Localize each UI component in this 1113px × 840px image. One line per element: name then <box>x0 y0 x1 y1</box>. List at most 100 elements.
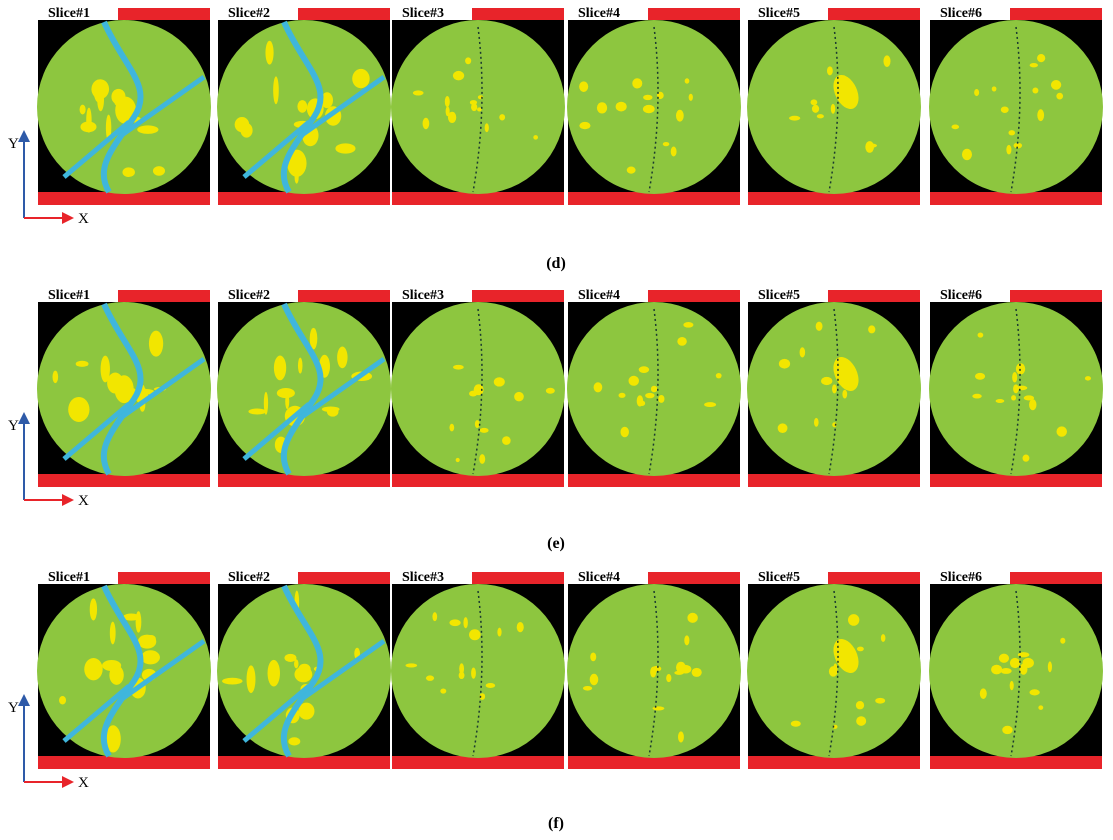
aggregate <box>1017 386 1028 391</box>
aggregate <box>883 55 890 67</box>
aggregate <box>579 122 590 129</box>
aggregate <box>1051 80 1061 90</box>
aggregate <box>471 667 476 678</box>
aggregate <box>816 322 823 331</box>
aggregate <box>653 706 665 710</box>
specimen <box>391 20 565 194</box>
aggregate <box>857 647 864 652</box>
slice: Slice#1 <box>37 286 211 487</box>
aggregate <box>1012 372 1017 383</box>
red-bar-top <box>828 290 920 302</box>
aggregate <box>671 147 677 157</box>
aggregate <box>821 377 832 385</box>
aggregate <box>811 99 818 105</box>
aggregate <box>590 674 599 685</box>
aggregate <box>222 678 242 685</box>
aggregate <box>517 622 524 632</box>
aggregate <box>848 614 859 626</box>
y-arrow-head <box>18 130 30 142</box>
aggregate <box>497 628 501 637</box>
slice-label: Slice#2 <box>228 288 270 303</box>
aggregate <box>449 424 454 432</box>
aggregate <box>295 171 299 184</box>
aggregate <box>463 617 467 628</box>
slice: Slice#6 <box>929 568 1103 769</box>
aggregate <box>480 428 489 433</box>
aggregate <box>265 41 273 65</box>
y-axis-label: Y <box>8 700 19 716</box>
aggregate <box>831 104 835 114</box>
aggregate <box>335 143 355 153</box>
slice: Slice#4 <box>567 4 741 205</box>
x-arrow-head <box>62 494 74 506</box>
aggregate <box>817 114 824 118</box>
slice-label: Slice#3 <box>402 288 444 303</box>
slice-label: Slice#6 <box>940 570 982 585</box>
aggregate <box>962 149 972 160</box>
aggregate <box>337 347 347 369</box>
aggregate <box>533 135 538 140</box>
aggregate <box>832 384 837 393</box>
aggregate <box>692 668 702 677</box>
aggregate <box>952 125 960 130</box>
slice: Slice#2 <box>217 286 391 487</box>
aggregate <box>1085 376 1091 380</box>
aggregate <box>1022 658 1033 668</box>
red-bar-top <box>298 8 390 20</box>
aggregate <box>53 371 59 383</box>
aggregate <box>274 356 286 381</box>
aggregate <box>590 652 596 661</box>
aggregate <box>677 337 686 346</box>
red-bar-top <box>1010 290 1102 302</box>
red-bar-top <box>1010 572 1102 584</box>
aggregate <box>248 408 266 414</box>
aggregate <box>499 114 505 120</box>
aggregate <box>579 81 588 92</box>
aggregate <box>80 105 86 115</box>
aggregate <box>247 665 256 693</box>
slice: Slice#3 <box>391 4 565 205</box>
red-bar-top <box>648 8 740 20</box>
aggregate <box>1002 726 1012 734</box>
aggregate <box>689 94 693 101</box>
aggregate <box>684 635 689 645</box>
aggregate <box>1060 638 1065 644</box>
aggregate <box>865 141 874 153</box>
aggregate <box>1010 681 1014 690</box>
aggregate <box>1008 130 1015 135</box>
specimen <box>391 584 565 758</box>
aggregate <box>426 675 434 680</box>
panel-caption: (f) <box>548 815 564 832</box>
slice: Slice#5 <box>747 286 921 487</box>
aggregate <box>999 654 1009 663</box>
aggregate <box>666 674 671 682</box>
aggregate <box>652 666 661 672</box>
aggregate <box>632 78 642 88</box>
aggregate <box>153 166 165 176</box>
aggregate <box>494 377 505 386</box>
aggregate <box>597 102 607 113</box>
aggregate <box>645 393 654 398</box>
aggregate <box>685 78 690 83</box>
aggregate <box>453 71 464 80</box>
aggregate <box>980 688 987 699</box>
red-bar-top <box>472 290 564 302</box>
aggregate <box>235 117 250 132</box>
aggregate <box>992 86 997 91</box>
aggregate <box>594 382 603 392</box>
slice-label: Slice#4 <box>578 6 620 21</box>
aggregate <box>583 686 592 691</box>
aggregate <box>1056 93 1063 100</box>
aggregate <box>1029 399 1036 410</box>
aggregate <box>676 110 684 122</box>
aggregate <box>285 394 289 409</box>
aggregate <box>448 112 456 123</box>
slice: Slice#3 <box>391 568 565 769</box>
slice-label: Slice#1 <box>48 6 90 21</box>
red-bar-top <box>648 290 740 302</box>
specimen <box>567 20 741 194</box>
slice: Slice#4 <box>567 286 741 487</box>
aggregate <box>643 105 655 113</box>
aggregate <box>881 634 886 642</box>
aggregate <box>322 406 340 412</box>
